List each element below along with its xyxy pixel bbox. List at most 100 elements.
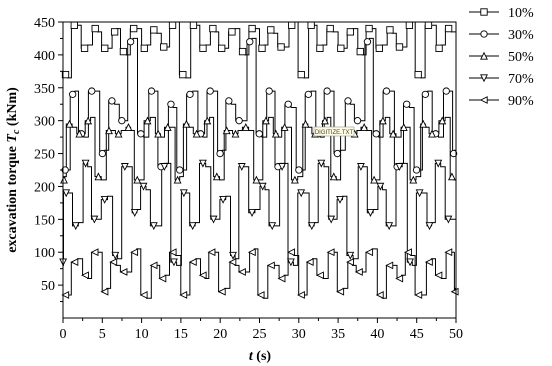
series-marker-90% [395, 274, 404, 283]
series-marker-10% [316, 44, 324, 52]
series-marker-10% [435, 44, 443, 52]
y-axis: 50 100 150 200 250 300 350 400 450 [34, 16, 63, 303]
series-marker-10% [119, 47, 128, 56]
series-marker-30% [363, 38, 372, 46]
series-marker-30% [304, 90, 313, 99]
series-marker-70% [286, 258, 295, 267]
series-marker-30% [176, 166, 184, 174]
series-marker-70% [81, 159, 90, 168]
series-marker-50% [419, 119, 428, 128]
series-marker-50% [65, 119, 74, 128]
series-marker-90% [287, 248, 295, 257]
series-marker-50% [94, 172, 103, 181]
series-marker-10% [61, 70, 70, 79]
series-marker-90% [207, 248, 216, 257]
series-marker-50% [378, 116, 387, 125]
series-marker-90% [444, 248, 453, 257]
series-marker-10% [375, 44, 383, 52]
x-axis-title-unit: (s) [253, 349, 272, 364]
series-marker-90% [414, 291, 423, 299]
series-marker-30% [216, 149, 224, 158]
legend-label: 30% [508, 28, 534, 43]
series-marker-10% [179, 70, 187, 79]
legend-marker [480, 51, 488, 60]
series-marker-30% [118, 117, 126, 125]
series-marker-50% [133, 175, 142, 184]
legend-item: 90% [469, 94, 534, 109]
series-marker-90% [81, 271, 89, 280]
y-tick-label: 50 [41, 279, 55, 294]
x-tick-label: 25 [253, 327, 267, 342]
series-marker-10% [307, 21, 315, 29]
plot-markers [59, 21, 459, 299]
series-marker-90% [130, 248, 139, 257]
series-marker-10% [386, 26, 394, 34]
series-marker-90% [354, 268, 363, 276]
series-line-70% [62, 162, 456, 266]
series-marker-30% [186, 90, 194, 99]
series-marker-70% [268, 222, 277, 231]
series-marker-90% [168, 248, 177, 257]
series-marker-30% [442, 87, 450, 95]
series-marker-30% [344, 97, 352, 105]
series-marker-10% [150, 26, 158, 34]
series-marker-10% [110, 28, 119, 36]
x-tick-label: 20 [213, 327, 227, 342]
series-marker-70% [188, 222, 197, 231]
series-marker-10% [209, 24, 217, 33]
series-marker-50% [301, 119, 310, 128]
series-marker-90% [237, 268, 246, 276]
legend-marker [480, 30, 488, 38]
series-marker-50% [399, 123, 408, 131]
series-marker-10% [267, 26, 275, 34]
series-marker-30% [88, 87, 96, 95]
series-marker-50% [241, 123, 250, 131]
series-marker-30% [206, 87, 214, 95]
series-marker-50% [143, 116, 152, 125]
series-marker-90% [179, 291, 188, 299]
legend-item: 50% [469, 50, 534, 65]
series-marker-30% [167, 100, 175, 108]
series-marker-90% [228, 258, 237, 267]
series-marker-50% [84, 116, 93, 125]
series-marker-10% [414, 70, 422, 79]
watermark-box [313, 126, 355, 137]
x-tick-label: 5 [99, 327, 106, 342]
x-tick-label: 35 [331, 327, 345, 342]
series-marker-50% [192, 129, 201, 138]
series-marker-50% [329, 172, 338, 181]
series-marker-50% [389, 129, 398, 138]
series-marker-50% [262, 116, 270, 125]
series-marker-50% [438, 116, 447, 125]
series-marker-50% [154, 129, 163, 138]
series-marker-70% [90, 215, 99, 224]
series-marker-90% [100, 287, 109, 296]
series-marker-50% [182, 119, 191, 128]
x-tick-label: 0 [60, 327, 67, 342]
series-marker-90% [316, 271, 324, 280]
series-marker-70% [346, 251, 355, 260]
series-marker-70% [139, 182, 148, 191]
series-marker-10% [365, 24, 373, 33]
series-marker-30% [235, 117, 243, 125]
series-marker-70% [376, 182, 385, 191]
series-marker-10% [168, 21, 177, 29]
legend-label: 90% [508, 94, 534, 109]
series-marker-70% [395, 163, 404, 171]
series-marker-70% [317, 159, 326, 168]
series-marker-90% [217, 287, 226, 296]
series-marker-50% [75, 129, 84, 138]
series-marker-70% [198, 159, 207, 168]
series-marker-90% [149, 261, 158, 270]
series-marker-30% [333, 149, 342, 158]
x-tick-label: 15 [174, 327, 188, 342]
series-marker-70% [237, 163, 246, 171]
series-marker-50% [370, 175, 379, 184]
x-axis-title: t (s) [249, 349, 272, 364]
series-marker-90% [404, 248, 412, 257]
series-marker-30% [421, 90, 430, 99]
series-marker-50% [203, 116, 212, 125]
series-marker-50% [409, 175, 418, 184]
series-marker-70% [336, 195, 344, 204]
